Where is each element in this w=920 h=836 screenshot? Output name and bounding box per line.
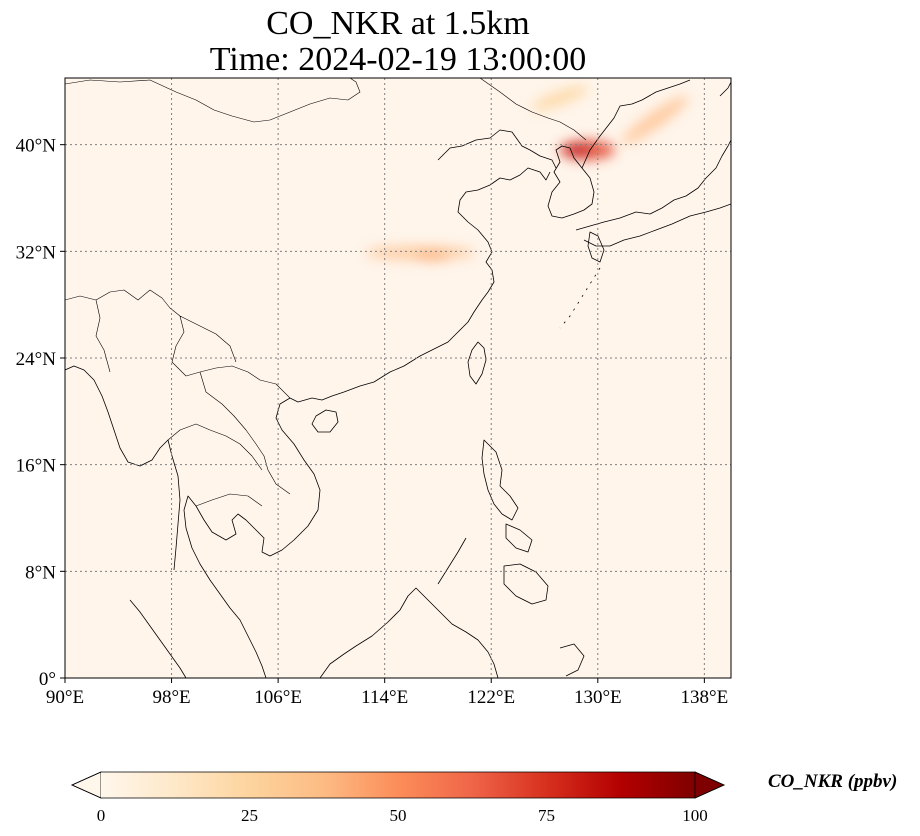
borneo-coast [319, 587, 499, 678]
japan-kyushu [587, 231, 605, 263]
y-tick-label: 8°N [25, 562, 56, 583]
taiwan-coastline [467, 341, 487, 385]
andaman-coast [65, 365, 181, 571]
y-tick-label: 32°N [16, 242, 57, 263]
china-east-coastline [289, 167, 551, 403]
colorbar-extend-high [694, 771, 725, 799]
colorbar: 0 25 50 75 100 CO_NKR (ppbv) [71, 771, 897, 825]
colorbar-outline [71, 771, 725, 799]
manchuria-border [479, 78, 587, 141]
x-tick-label: 122°E [467, 687, 515, 708]
plume-northeast-band [621, 96, 689, 144]
colorbar-tick-label: 75 [538, 806, 555, 825]
sulawesi-fragment [559, 643, 585, 677]
gridlines [65, 78, 731, 678]
map-subtitle-time: Time: 2024-02-19 13:00:00 [209, 41, 587, 78]
colorbar-tick-label: 50 [390, 806, 407, 825]
philippines-visayas [505, 523, 533, 553]
hainan-coastline [311, 409, 339, 433]
palawan [437, 537, 467, 585]
plume-north-band [531, 85, 589, 111]
colorbar-gradient [101, 772, 695, 798]
colorbar-ticks: 0 25 50 75 100 [97, 806, 708, 825]
colorbar-tick-label: 100 [682, 806, 708, 825]
concentration-field [365, 85, 689, 261]
colorbar-extend-low [71, 771, 102, 799]
x-tick-label: 106°E [254, 687, 302, 708]
x-tick-label: 90°E [46, 687, 84, 708]
map-title: CO_NKR at 1.5km [266, 5, 530, 42]
indochina-coast [183, 397, 321, 678]
axis-ticks: 90°E 98°E 106°E 114°E 122°E 130°E 138°E 0° 8°N 16… [16, 136, 729, 708]
coastlines-and-borders [65, 78, 731, 678]
colorbar-tick-label: 0 [97, 806, 106, 825]
inland-borders [65, 289, 291, 507]
map-plot-area [65, 78, 731, 678]
north-border [65, 78, 361, 123]
plume-east-china-core [414, 251, 450, 261]
x-tick-label: 114°E [361, 687, 408, 708]
y-tick-label: 24°N [16, 349, 57, 370]
japan-south-coast [583, 203, 731, 247]
philippines-mindanao [503, 563, 549, 605]
x-tick-label: 138°E [681, 687, 729, 708]
x-tick-label: 98°E [152, 687, 190, 708]
japan-hokkaido [719, 81, 731, 97]
korea-coastline [547, 145, 595, 219]
colorbar-tick-label: 25 [241, 806, 258, 825]
plume-korea-core [564, 144, 592, 156]
map-frame [64, 77, 732, 679]
malay-peninsula [129, 599, 187, 678]
bohai-coast [437, 129, 557, 169]
japan-honshu [575, 139, 731, 231]
y-tick-label: 40°N [16, 136, 57, 157]
y-tick-label: 16°N [16, 456, 57, 477]
philippines-luzon [481, 439, 519, 521]
y-tick-label: 0° [39, 669, 56, 690]
northeast-coast [581, 79, 691, 169]
colorbar-label: CO_NKR (ppbv) [768, 771, 897, 792]
x-tick-label: 130°E [574, 687, 622, 708]
